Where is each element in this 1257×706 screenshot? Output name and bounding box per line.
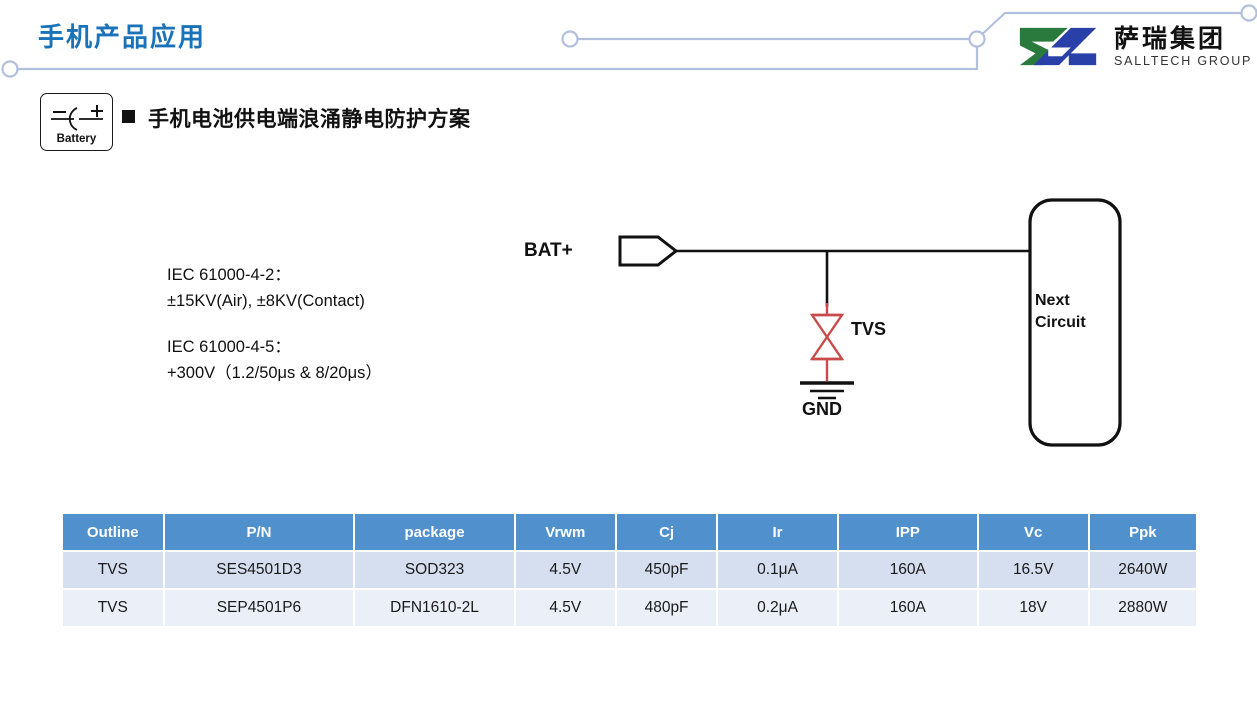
spec-line-1: IEC 61000-4-2： [167,266,291,284]
deco-node-right [1240,4,1257,22]
col-header-ipp[interactable]: IPP [838,514,977,550]
deco-node-left [1,60,19,78]
battery-icon-label: Battery [56,133,97,145]
page-title: 手机产品应用 [38,23,207,53]
section-bullet-icon [122,110,135,123]
col-header-ppk[interactable]: Ppk [1089,514,1196,550]
brand-logo: 萨瑞集团 SALLTECH GROUP [1014,24,1252,69]
circuit-schematic-svg [618,198,1122,447]
salltech-logo-icon [1019,27,1097,66]
logo-en-name: SALLTECH GROUP [1114,53,1253,68]
cell-ipp: 160A [838,590,977,626]
next-circuit-line-1: Next [1035,292,1070,309]
tvs-diode-icon [809,303,845,381]
tvs-label: TVS [851,319,887,339]
col-header-outline[interactable]: Outline [63,514,163,550]
bat-plus-label: BAT+ [524,240,573,261]
col-header-ir[interactable]: Ir [718,514,837,550]
cell-ipp: 160A [838,552,977,588]
col-header-package[interactable]: package [355,514,514,550]
cell-ir: 0.2μA [718,590,837,626]
cell-outline: TVS [63,552,163,588]
cell-ir: 0.1μA [718,552,837,588]
spec-line-3: IEC 61000-4-5： [167,338,291,356]
ground-symbol-icon [800,381,854,400]
col-header-pn[interactable]: P/N [164,514,354,550]
spec-line-2: ±15KV(Air), ±8KV(Contact) [167,292,365,310]
table-row[interactable]: TVS SES4501D3 SOD323 4.5V 450pF 0.1μA 16… [63,552,1196,588]
spec-spacer [167,314,382,334]
cell-vc: 18V [978,590,1088,626]
table-row[interactable]: TVS SEP4501P6 DFN1610-2L 4.5V 480pF 0.2μ… [63,590,1196,626]
cell-cj: 450pF [616,552,717,588]
section-title: 手机电池供电端浪涌静电防护方案 [148,107,471,131]
cell-vrwm: 4.5V [515,590,615,626]
bat-connector-icon [618,235,679,267]
parameters-table: Outline P/N package Vrwm Cj Ir IPP Vc Pp… [61,512,1198,628]
cell-pn: SEP4501P6 [164,590,354,626]
deco-node-right-inner [968,30,986,48]
battery-icon: Battery [40,93,113,151]
spec-line-4: +300V（1.2/50μs & 8/20μs） [167,364,382,382]
logo-cn-name: 萨瑞集团 [1114,23,1227,53]
cell-ppk: 2880W [1089,590,1196,626]
cell-pn: SES4501D3 [164,552,354,588]
gnd-label: GND [802,399,842,419]
next-circuit-label: Next Circuit [1035,290,1086,334]
circuit-diagram: BAT+ TVS GND Next Circuit [490,185,1150,460]
cell-outline: TVS [63,590,163,626]
spec-text-block: IEC 61000-4-2： ±15KV(Air), ±8KV(Contact)… [167,262,382,386]
cell-cj: 480pF [616,590,717,626]
cell-ppk: 2640W [1089,552,1196,588]
next-circuit-block [1028,198,1122,447]
col-header-vrwm[interactable]: Vrwm [515,514,615,550]
col-header-vc[interactable]: Vc [978,514,1088,550]
cell-package: SOD323 [355,552,514,588]
deco-node-middle [561,30,579,48]
cell-vrwm: 4.5V [515,552,615,588]
next-circuit-line-2: Circuit [1035,314,1086,331]
table-header-row: Outline P/N package Vrwm Cj Ir IPP Vc Pp… [63,514,1196,550]
cell-package: DFN1610-2L [355,590,514,626]
col-header-cj[interactable]: Cj [616,514,717,550]
battery-symbol-icon [51,105,103,131]
cell-vc: 16.5V [978,552,1088,588]
